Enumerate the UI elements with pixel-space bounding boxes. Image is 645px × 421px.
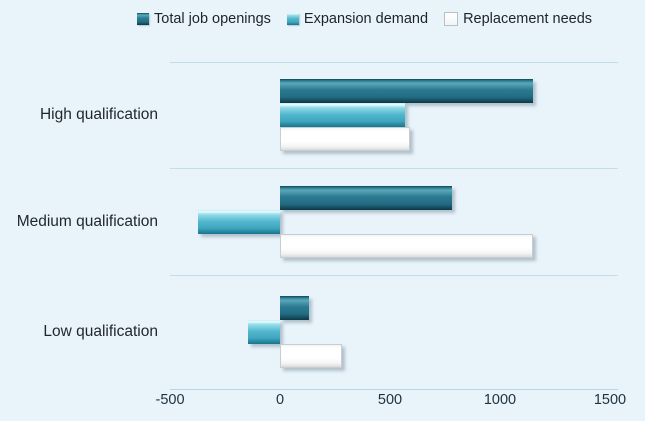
- x-axis-line: [170, 389, 618, 390]
- category-gridline: [170, 275, 618, 276]
- x-tick-label-500: 500: [377, 392, 403, 408]
- category-gridline: [170, 168, 618, 169]
- legend-swatch-icon: [286, 13, 299, 25]
- bar-expansion-demand-medium-qualification: [197, 209, 280, 234]
- x-tick-label--500: -500: [155, 392, 185, 408]
- category-gridline: [170, 62, 618, 63]
- category-label-low-qualification: Low qualification: [43, 323, 158, 340]
- bar-total-job-openings-medium-qualification: [280, 185, 452, 210]
- x-tick-label-1000: 1000: [483, 392, 517, 408]
- bar-replacement-needs-medium-qualification: [280, 233, 533, 258]
- category-label-high-qualification: High qualification: [39, 106, 158, 123]
- legend-item-replacement-needs: Replacement needs: [444, 11, 592, 27]
- legend-label: Replacement needs: [463, 11, 593, 27]
- category-label-medium-qualification: Medium qualification: [16, 212, 158, 230]
- legend-item-total-job-openings: Total job openings: [137, 11, 271, 27]
- legend-item-expansion-demand: Expansion demand: [286, 11, 429, 27]
- legend-swatch-icon: [444, 12, 459, 26]
- bar-replacement-needs-high-qualification: [280, 127, 410, 151]
- x-tick-label-1500: 1500: [593, 392, 627, 408]
- x-tick-label-0: 0: [275, 392, 285, 408]
- bar-expansion-demand-high-qualification: [280, 103, 406, 127]
- bar-expansion-demand-low-qualification: [248, 320, 280, 344]
- bar-total-job-openings-high-qualification: [280, 79, 533, 103]
- legend-label: Total job openings: [154, 11, 271, 27]
- bar-total-job-openings-low-qualification: [280, 296, 309, 320]
- legend-swatch-icon: [137, 13, 149, 25]
- legend: Total job openings Expansion demand Replac…: [137, 11, 592, 27]
- bar-replacement-needs-low-qualification: [280, 344, 342, 368]
- legend-label: Expansion demand: [303, 11, 429, 27]
